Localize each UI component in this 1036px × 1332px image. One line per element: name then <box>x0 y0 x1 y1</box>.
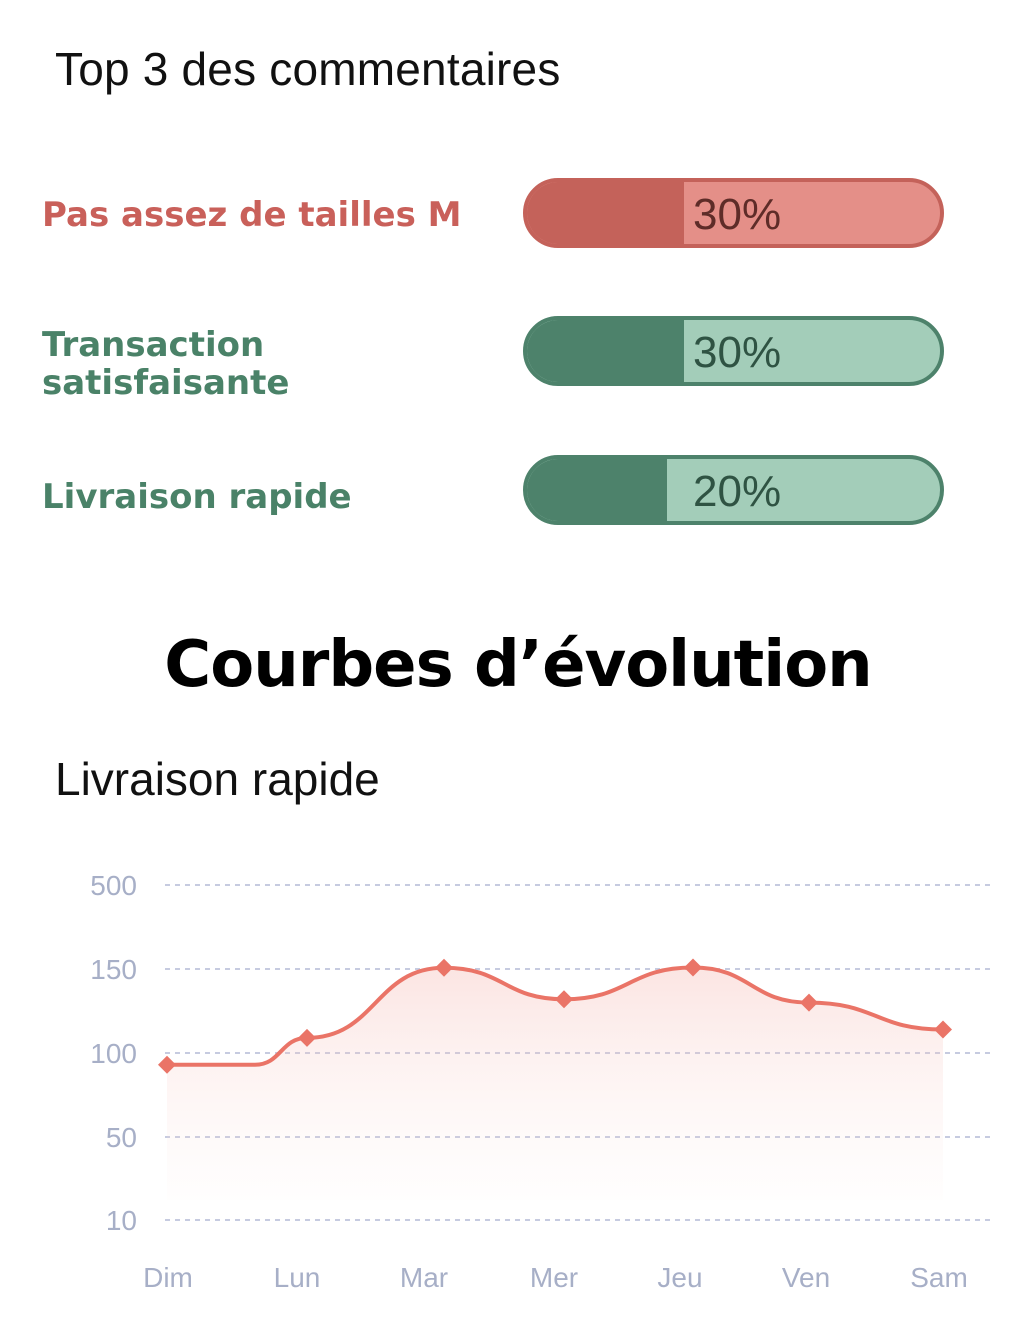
x-tick-label: Mer <box>530 1262 578 1293</box>
comment-label-livraison: Livraison rapide <box>42 477 352 517</box>
area-fill <box>167 967 943 1200</box>
data-point <box>800 993 818 1012</box>
y-tick-label: 50 <box>106 1122 137 1153</box>
comment-percent: 30% <box>693 328 782 377</box>
comment-percent: 20% <box>693 467 782 516</box>
y-tick-label: 150 <box>90 954 137 985</box>
comment-bar-transaction: 30% <box>523 316 944 386</box>
x-tick-label: Sam <box>910 1262 968 1293</box>
comment-bar-tailles: 30% <box>523 178 944 248</box>
x-tick-label: Jeu <box>657 1262 702 1293</box>
x-tick-label: Lun <box>274 1262 321 1293</box>
x-tick-label: Ven <box>782 1262 830 1293</box>
data-point <box>435 958 453 977</box>
data-point <box>934 1020 952 1039</box>
data-point <box>158 1055 176 1074</box>
data-point <box>298 1028 316 1047</box>
x-tick-label: Dim <box>143 1262 193 1293</box>
comment-bar-fill <box>527 182 684 244</box>
comment-bar-fill <box>527 320 684 382</box>
data-point <box>555 990 573 1009</box>
comment-bar-livraison: 20% <box>523 455 944 525</box>
chart-title: Livraison rapide <box>55 753 380 805</box>
data-point <box>684 958 702 977</box>
y-tick-label: 500 <box>90 870 137 901</box>
comment-percent: 30% <box>693 190 782 239</box>
evolution-section-title: Courbes d’évolution <box>164 628 872 702</box>
comment-label-tailles: Pas assez de tailles M <box>42 195 462 235</box>
comment-label-transaction: Transaction satisfaisante <box>42 325 290 403</box>
x-tick-label: Mar <box>400 1262 448 1293</box>
comment-bar-fill <box>527 459 668 521</box>
top-comments-title: Top 3 des commentaires <box>55 43 561 95</box>
y-tick-label: 10 <box>106 1205 137 1236</box>
y-tick-label: 100 <box>90 1038 137 1069</box>
